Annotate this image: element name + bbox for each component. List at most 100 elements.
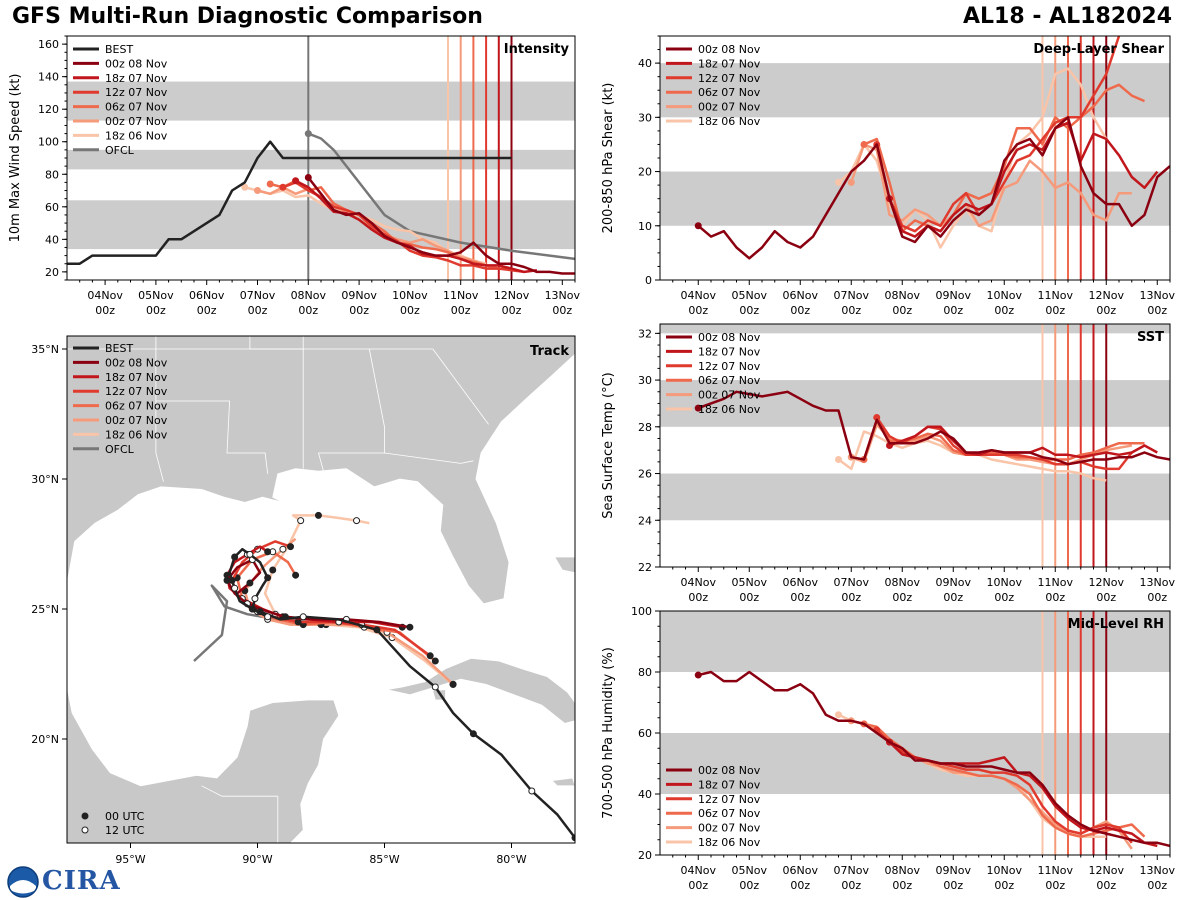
- intensity-legend-label: 00z 07 Nov: [105, 115, 168, 128]
- intensity-xtick-label: 00z: [95, 304, 115, 317]
- track-xtick-label: 85°W: [369, 853, 399, 866]
- intensity-band-2: [67, 81, 575, 121]
- shear-series-00z-08-nov: [697, 116, 1170, 260]
- track-point-18z-06-nov: [297, 517, 305, 525]
- rh-xtick-label: 13Nov: [1140, 864, 1176, 877]
- intensity-ylabel: 10m Max Wind Speed (kt): [8, 74, 23, 243]
- border-tx-la: [155, 336, 164, 482]
- shear-xtick-label: 00z: [688, 304, 708, 317]
- intensity-legend-label: 06z 07 Nov: [105, 101, 168, 114]
- track-panel: 95°W 90°W 85°W 80°W 20°N 25°N 30°N 35°N Track BES…: [31, 335, 576, 866]
- shear-init-marker-06z-07-nov: [860, 140, 868, 148]
- track-point-best: [264, 574, 272, 582]
- sst-legend-label: 18z 07 Nov: [698, 345, 761, 358]
- intensity-init-marker-18z-07-nov: [292, 177, 300, 185]
- marker-12utc-label: 12 UTC: [105, 824, 145, 837]
- rh-xtick-label: 00z: [1096, 879, 1116, 892]
- shear-xtick-label: 11Nov: [1038, 289, 1074, 302]
- intensity-ofcl-marker: [304, 130, 312, 138]
- shear-legend-label: 00z 08 Nov: [698, 43, 761, 56]
- land-cuba: [386, 657, 575, 724]
- shear-legend-label: 18z 06 Nov: [698, 115, 761, 128]
- track-point-best: [299, 613, 307, 621]
- rh-legend-label: 00z 08 Nov: [698, 764, 761, 777]
- intensity-ytick-label: 100: [38, 136, 59, 149]
- sst-xtick-label: 05Nov: [732, 576, 768, 589]
- track-map-area: [67, 336, 575, 843]
- marker-00utc-label: 00 UTC: [105, 810, 145, 823]
- land-central-america: [67, 686, 386, 843]
- sst-legend-label: 00z 07 Nov: [698, 389, 761, 402]
- intensity-series-best: [67, 140, 512, 265]
- sst-xtick-label: 07Nov: [834, 576, 870, 589]
- track-point-best: [231, 553, 239, 561]
- shear-ytick-label: 30: [638, 111, 652, 124]
- intensity-ytick-label: 120: [38, 103, 59, 116]
- track-point-best: [256, 608, 264, 616]
- track-point-00z-08-nov: [223, 576, 231, 584]
- border-la-ms: [155, 400, 269, 474]
- border-ga-sc: [432, 348, 489, 425]
- track-point-00z-07-nov: [449, 680, 457, 688]
- sst-ytick-label: 26: [638, 468, 652, 481]
- rh-xtick-label: 06Nov: [783, 864, 819, 877]
- intensity-panel: 20 40 60 80 100 120 140 160 04Nov 00z 05Nov 00z 06No…: [8, 35, 581, 317]
- track-legend-label: BEST: [105, 342, 133, 355]
- intensity-plot-area: [67, 36, 575, 280]
- track-point-12z-07-nov: [294, 618, 302, 626]
- intensity-xtick-label: 09Nov: [341, 289, 377, 302]
- sst-series-00z-08-nov: [697, 390, 1170, 466]
- intensity-xtick-label: 00z: [502, 304, 522, 317]
- intensity-legend-label: BEST: [105, 43, 133, 56]
- track-ytick-label: 25°N: [31, 603, 59, 616]
- intensity-init-marker-12z-07-nov: [279, 183, 287, 191]
- track-point-06z-07-nov: [292, 571, 300, 579]
- shear-plot-area: [660, 36, 1170, 280]
- intensity-legend-label: 12z 07 Nov: [105, 86, 168, 99]
- rh-init-marker-00z-08-nov: [694, 671, 702, 679]
- shear-ytick-label: 10: [638, 220, 652, 233]
- rh-legend-label: 18z 07 Nov: [698, 778, 761, 791]
- track-legend-label: 00z 08 Nov: [105, 356, 168, 369]
- rh-ytick-label: 80: [638, 666, 652, 679]
- sst-xtick-label: 06Nov: [783, 576, 819, 589]
- rh-band-0: [660, 733, 1170, 794]
- intensity-xtick-label: 00z: [248, 304, 268, 317]
- intensity-init-marker-00z-07-nov: [254, 187, 261, 195]
- shear-legend-label: 00z 07 Nov: [698, 101, 761, 114]
- shear-xtick-label: 00z: [841, 304, 861, 317]
- intensity-ytick-label: 60: [45, 201, 59, 214]
- track-ytick-label: 35°N: [31, 343, 59, 356]
- intensity-init-marker-18z-06-nov: [241, 183, 249, 191]
- land-north-america: [67, 336, 575, 605]
- rh-plot-area: [660, 611, 1170, 855]
- rh-xtick-label: 09Nov: [936, 864, 972, 877]
- shear-ylabel: 200-850 hPa Shear (kt): [601, 83, 616, 234]
- sst-ytick-label: 30: [638, 374, 652, 387]
- sst-xtick-label: 13Nov: [1140, 576, 1176, 589]
- sst-init-marker-12z-07-nov: [873, 413, 881, 421]
- rh-xtick-label: 05Nov: [732, 864, 768, 877]
- page-title: GFS Multi-Run Diagnostic Comparison: [12, 4, 483, 29]
- shear-xtick-label: 00z: [943, 304, 963, 317]
- intensity-xtick-label: 00z: [197, 304, 217, 317]
- sst-band-0: [660, 473, 1170, 521]
- rh-xtick-label: 00z: [1147, 879, 1167, 892]
- shear-xtick-label: 09Nov: [936, 289, 972, 302]
- shear-series-12z-07-nov: [875, 36, 1121, 233]
- sst-xtick-label: 04Nov: [681, 576, 717, 589]
- intensity-band-0: [67, 200, 575, 250]
- intensity-legend-label: 18z 07 Nov: [105, 72, 168, 85]
- rh-band-1: [660, 611, 1170, 672]
- sst-xtick-label: 00z: [1096, 591, 1116, 604]
- shear-xtick-label: 00z: [790, 304, 810, 317]
- border-mx-gt: [201, 785, 278, 797]
- shear-xtick-label: 05Nov: [732, 289, 768, 302]
- intensity-xtick-label: 00z: [298, 304, 318, 317]
- track-point-best: [469, 730, 477, 738]
